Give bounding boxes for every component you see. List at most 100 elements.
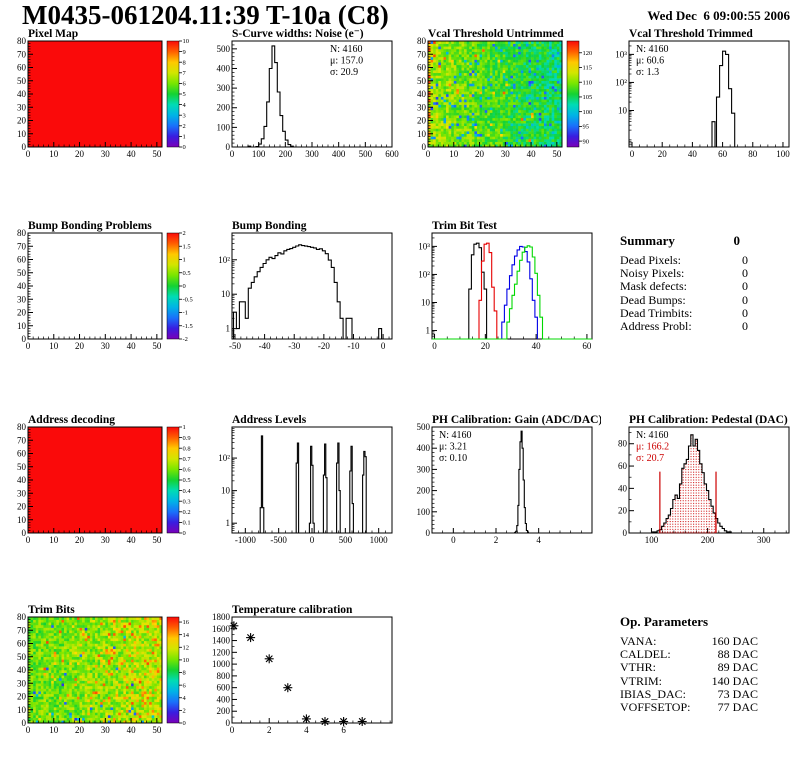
svg-text:80: 80 bbox=[618, 439, 628, 449]
svg-text:10: 10 bbox=[221, 486, 231, 496]
summary-row: Mask defects: 0 bbox=[620, 280, 748, 293]
svg-text:0.7: 0.7 bbox=[183, 456, 192, 463]
svg-text:30: 30 bbox=[101, 535, 111, 545]
svg-text:0.1: 0.1 bbox=[183, 520, 191, 527]
summary-row-value: 0 bbox=[742, 292, 748, 307]
svg-text:10: 10 bbox=[417, 129, 427, 139]
svg-text:0.2: 0.2 bbox=[183, 509, 191, 516]
svg-text:2: 2 bbox=[494, 535, 499, 545]
summary-title: Summary bbox=[620, 233, 675, 248]
svg-text:200: 200 bbox=[217, 103, 231, 113]
svg-text:20: 20 bbox=[75, 535, 85, 545]
svg-text:6: 6 bbox=[183, 81, 187, 88]
svg-text:-40: -40 bbox=[259, 341, 271, 351]
svg-text:400: 400 bbox=[217, 63, 231, 73]
svg-text:Pixel Map: Pixel Map bbox=[28, 28, 78, 40]
svg-text:Bump Bonding Problems: Bump Bonding Problems bbox=[28, 220, 152, 232]
summary-panel: Summary 0 Dead Pixels: 0 Noisy Pixels: 0 Mas… bbox=[620, 233, 748, 333]
page-title: M0435-061204.11:39 T-10a (C8) bbox=[22, 0, 389, 30]
svg-text:30: 30 bbox=[17, 294, 27, 304]
svg-text:1000: 1000 bbox=[370, 535, 389, 545]
svg-text:5: 5 bbox=[183, 91, 186, 98]
svg-text:10: 10 bbox=[221, 289, 231, 299]
svg-text:300: 300 bbox=[305, 149, 319, 159]
svg-text:60: 60 bbox=[17, 449, 27, 459]
svg-text:N: 4160: N: 4160 bbox=[439, 430, 472, 441]
op-parameter-row-value: 77 DAC bbox=[717, 700, 758, 715]
svg-text:S-Curve widths: Noise (e⁻): S-Curve widths: Noise (e⁻) bbox=[232, 28, 364, 40]
svg-text:10²: 10² bbox=[218, 453, 230, 463]
chart-ph-calibration-pedestal: PH Calibration: Pedestal (DAC) 100 200 300 0… bbox=[599, 414, 796, 548]
svg-text:70: 70 bbox=[17, 49, 27, 59]
report-date: Wed Dec 6 09:00:55 2006 bbox=[647, 8, 790, 23]
svg-text:60: 60 bbox=[417, 63, 427, 73]
svg-text:Address Levels: Address Levels bbox=[232, 414, 307, 426]
svg-text:100: 100 bbox=[417, 507, 431, 517]
svg-text:20: 20 bbox=[75, 341, 85, 351]
svg-text:Bump Bonding: Bump Bonding bbox=[232, 220, 307, 232]
summary-row-label: Address Probl: bbox=[620, 319, 692, 334]
svg-text:0: 0 bbox=[226, 142, 231, 152]
svg-text:10: 10 bbox=[183, 38, 190, 45]
svg-text:115: 115 bbox=[583, 65, 593, 72]
summary-total: 0 bbox=[733, 233, 741, 248]
svg-text:40: 40 bbox=[618, 483, 628, 493]
svg-text:PH Calibration: Pedestal (DAC): PH Calibration: Pedestal (DAC) bbox=[629, 414, 788, 426]
svg-text:20: 20 bbox=[17, 502, 27, 512]
summary-row-value: 0 bbox=[742, 305, 748, 320]
svg-text:60: 60 bbox=[718, 149, 728, 159]
svg-text:10: 10 bbox=[49, 535, 59, 545]
svg-text:80: 80 bbox=[17, 422, 27, 432]
svg-text:-2: -2 bbox=[183, 336, 188, 343]
chart-scurve-noise: S-Curve widths: Noise (e⁻) 0 100 200 300 400 5… bbox=[202, 28, 401, 162]
svg-text:100: 100 bbox=[252, 149, 266, 159]
op-parameter-row: IBIAS_DAC: 73 DAC bbox=[620, 686, 758, 701]
chart-vcal-threshold-trimmed: Vcal Threshold Trimmed 0 20 40 60 80 100 10 10² 1… bbox=[599, 28, 796, 162]
svg-text:0: 0 bbox=[381, 341, 386, 351]
svg-text:200: 200 bbox=[701, 535, 715, 545]
summary-row-label: Dead Pixels: bbox=[620, 253, 681, 267]
svg-text:Trim Bits: Trim Bits bbox=[28, 604, 75, 616]
svg-text:50: 50 bbox=[17, 76, 27, 86]
svg-text:100: 100 bbox=[776, 149, 790, 159]
op-parameter-row: VOFFSETOP: 77 DAC bbox=[620, 700, 758, 715]
chart-bump-bonding: Bump Bonding -50 -40 -30 -20 -10 0 1 10 10² bbox=[202, 220, 401, 354]
summary-row-value: 0 bbox=[742, 279, 748, 294]
chart-bump-bonding-problems: Bump Bonding Problems 0 10 20 30 40 50 0 10 20 30 4… bbox=[2, 220, 201, 354]
svg-text:500: 500 bbox=[359, 149, 373, 159]
op-parameter-row: VTHR: 89 DAC bbox=[620, 661, 758, 674]
svg-text:0: 0 bbox=[623, 528, 628, 538]
svg-text:8: 8 bbox=[183, 59, 186, 66]
svg-text:60: 60 bbox=[17, 63, 27, 73]
summary-row: Address Probl: 0 bbox=[620, 319, 748, 334]
ph-pedestal-canvas: PH Calibration: Pedestal (DAC) 100 200 300 0… bbox=[618, 414, 790, 545]
svg-text:0.5: 0.5 bbox=[183, 270, 191, 277]
chart-address-decoding: Address decoding 0 10 20 30 40 50 0 10 20 30 40 50 60… bbox=[2, 414, 201, 548]
svg-text:0.8: 0.8 bbox=[183, 445, 191, 452]
svg-text:70: 70 bbox=[417, 49, 427, 59]
svg-text:50: 50 bbox=[17, 268, 27, 278]
op-parameter-row-label: VOFFSETOP: bbox=[620, 700, 691, 715]
svg-text:0: 0 bbox=[183, 144, 186, 151]
svg-text:3: 3 bbox=[183, 112, 186, 119]
svg-text:10³: 10³ bbox=[615, 49, 627, 59]
svg-text:500: 500 bbox=[339, 535, 353, 545]
svg-text:σ: 0.10: σ: 0.10 bbox=[439, 453, 467, 464]
svg-text:60: 60 bbox=[17, 255, 27, 265]
svg-text:4: 4 bbox=[183, 102, 187, 109]
summary-row: Dead Bumps: 0 bbox=[620, 292, 748, 307]
svg-text:9: 9 bbox=[183, 49, 186, 56]
address-levels-canvas: Address Levels -1000 -500 0 500 1000 1 10 10² bbox=[218, 414, 393, 545]
svg-text:80: 80 bbox=[417, 36, 427, 46]
summary-row-label: Dead Trimbits: bbox=[620, 305, 693, 320]
svg-text:μ: 166.2: μ: 166.2 bbox=[636, 442, 669, 453]
svg-text:0.6: 0.6 bbox=[183, 467, 192, 474]
svg-text:0: 0 bbox=[426, 149, 431, 159]
svg-text:110: 110 bbox=[583, 79, 593, 86]
svg-text:40: 40 bbox=[17, 281, 27, 291]
op-parameter-row-value: 73 DAC bbox=[717, 686, 758, 701]
svg-text:-50: -50 bbox=[229, 341, 241, 351]
